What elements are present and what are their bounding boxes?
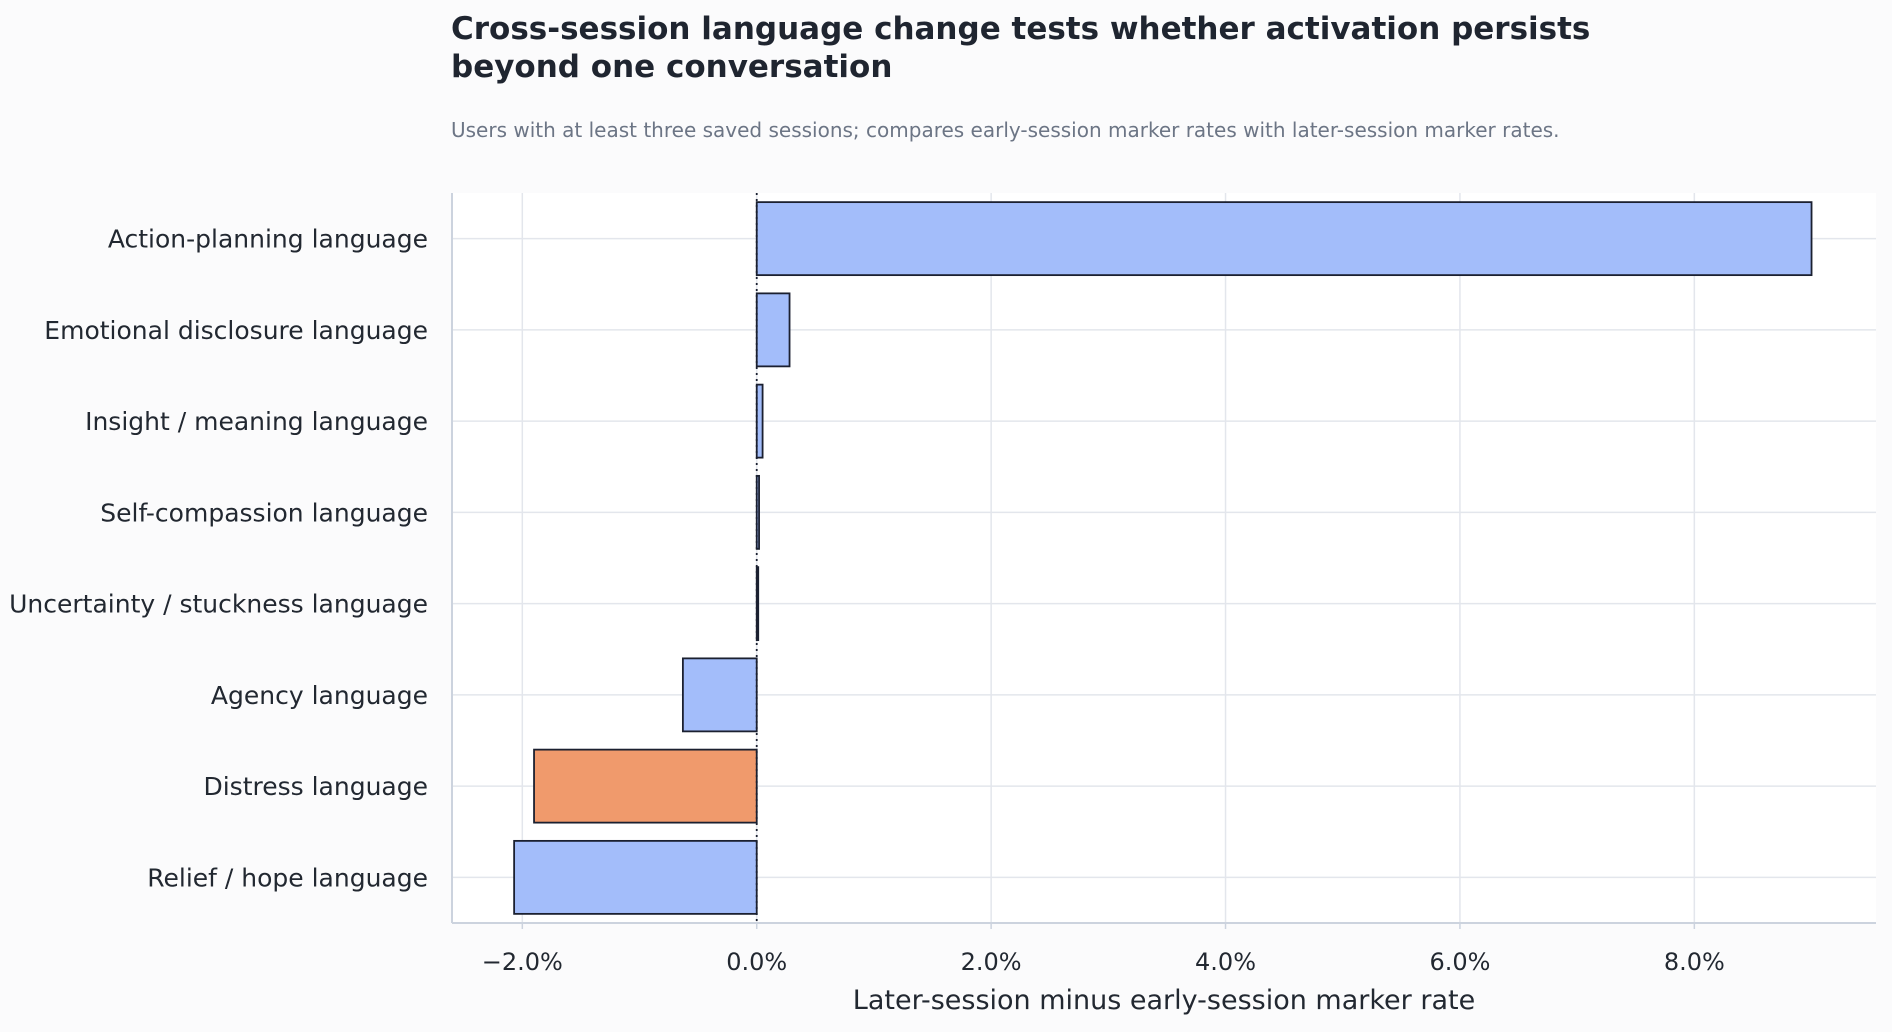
x-tick-label: 4.0%: [1195, 948, 1256, 976]
y-tick-label: Uncertainty / stuckness language: [9, 590, 428, 619]
bar: [755, 201, 1813, 277]
x-tick-label: 8.0%: [1664, 948, 1725, 976]
chart-subtitle: Users with at least three saved sessions…: [451, 118, 1560, 142]
y-tick-label: Distress language: [203, 772, 428, 801]
y-tick-label: Relief / hope language: [147, 863, 428, 892]
chart-title: Cross-session language change tests whet…: [451, 11, 1591, 85]
y-tick-label: Self-compassion language: [100, 498, 428, 527]
x-tick-label: 2.0%: [961, 948, 1022, 976]
bar: [681, 657, 758, 733]
x-tick-label: 6.0%: [1429, 948, 1490, 976]
y-tick-label: Agency language: [211, 681, 428, 710]
y-tick-label: Insight / meaning language: [85, 407, 428, 436]
bar: [755, 566, 760, 642]
x-tick-label: 0.0%: [726, 948, 787, 976]
bar: [533, 748, 758, 824]
y-tick-label: Action-planning language: [108, 225, 428, 254]
x-tick-label: −2.0%: [482, 948, 563, 976]
bar: [513, 839, 758, 915]
y-tick-label: Emotional disclosure language: [44, 316, 428, 345]
x-axis-label: Later-session minus early-session marker…: [853, 985, 1475, 1016]
bar: [755, 292, 791, 368]
